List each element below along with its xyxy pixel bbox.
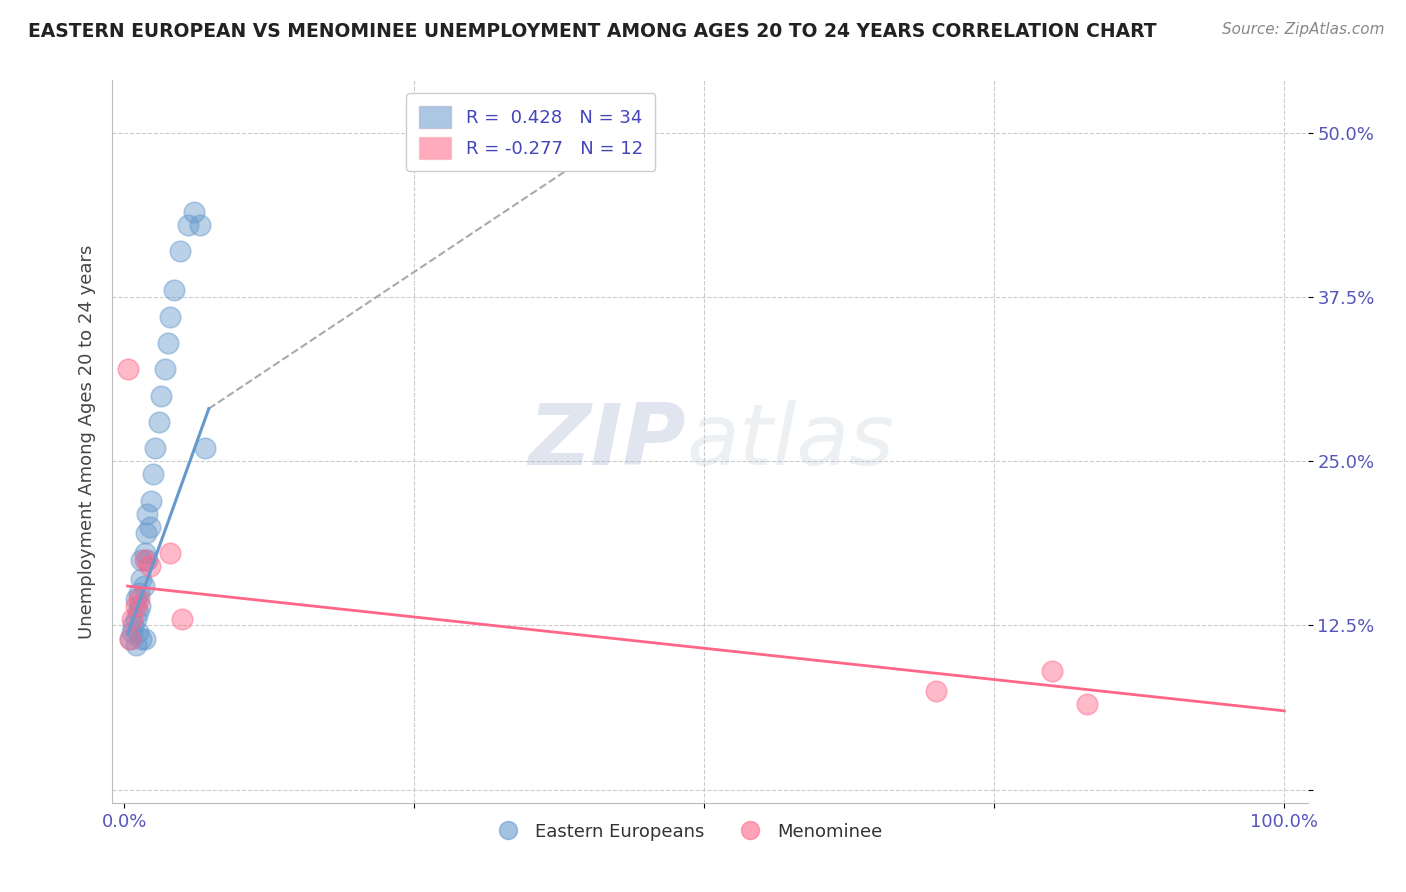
Point [121, 612, 143, 626]
Point [194, 441, 217, 455]
Point [145, 441, 167, 455]
Point [127, 605, 149, 619]
Point [1040, 665, 1063, 679]
Legend: Eastern Europeans, Menominee: Eastern Europeans, Menominee [482, 815, 890, 848]
Text: atlas: atlas [686, 400, 894, 483]
Point [159, 546, 181, 560]
Point [153, 362, 176, 376]
Point [131, 553, 153, 567]
Point [163, 284, 186, 298]
Point [134, 553, 156, 567]
Text: Source: ZipAtlas.com: Source: ZipAtlas.com [1222, 22, 1385, 37]
Point [148, 415, 170, 429]
Point [159, 310, 181, 324]
Point [177, 218, 200, 232]
Y-axis label: Unemployment Among Ages 20 to 24 years: Unemployment Among Ages 20 to 24 years [77, 244, 96, 639]
Point [1076, 698, 1098, 712]
Point [132, 579, 155, 593]
Point [128, 585, 150, 599]
Point [136, 553, 159, 567]
Point [142, 467, 165, 482]
Point [128, 592, 150, 607]
Point [127, 625, 149, 640]
Point [183, 204, 205, 219]
Point [125, 638, 148, 652]
Point [135, 526, 157, 541]
Text: ZIP: ZIP [529, 400, 686, 483]
Point [134, 632, 156, 646]
Point [118, 632, 141, 646]
Point [122, 618, 145, 632]
Point [125, 592, 148, 607]
Point [118, 632, 141, 646]
Point [131, 632, 153, 646]
Point [925, 684, 948, 698]
Text: EASTERN EUROPEAN VS MENOMINEE UNEMPLOYMENT AMONG AGES 20 TO 24 YEARS CORRELATION: EASTERN EUROPEAN VS MENOMINEE UNEMPLOYME… [28, 22, 1157, 41]
Point [121, 625, 143, 640]
Point [172, 612, 194, 626]
Point [136, 507, 159, 521]
Point [138, 520, 160, 534]
Point [117, 362, 139, 376]
Point [129, 599, 152, 613]
Point [131, 573, 153, 587]
Point [125, 599, 148, 613]
Point [157, 336, 180, 351]
Point [134, 546, 156, 560]
Point [188, 218, 211, 232]
Point [125, 612, 148, 626]
Point [150, 388, 173, 402]
Point [139, 493, 162, 508]
Point [138, 559, 160, 574]
Point [169, 244, 191, 258]
